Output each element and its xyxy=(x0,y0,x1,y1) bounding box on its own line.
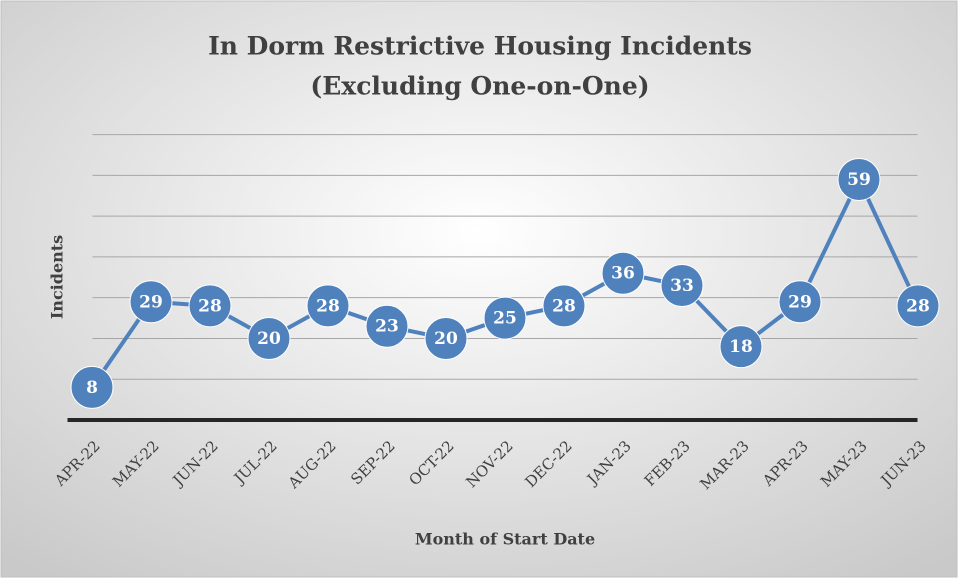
data-point xyxy=(306,284,350,328)
data-label: 29 xyxy=(788,292,812,312)
data-point xyxy=(778,280,822,324)
x-axis-title: Month of Start Date xyxy=(415,530,595,549)
y-axis-title: Incidents xyxy=(48,235,67,319)
data-label: 18 xyxy=(729,337,753,357)
data-label: 36 xyxy=(611,264,635,284)
data-point xyxy=(837,157,881,201)
data-label: 59 xyxy=(847,170,871,190)
data-point xyxy=(188,284,232,328)
data-label: 33 xyxy=(670,276,694,296)
data-label: 8 xyxy=(86,378,98,398)
data-point xyxy=(719,325,763,369)
data-point xyxy=(601,251,645,295)
data-point xyxy=(247,316,291,360)
data-label: 29 xyxy=(139,292,163,312)
data-label: 23 xyxy=(375,317,399,337)
data-label: 28 xyxy=(198,296,222,316)
data-point xyxy=(660,263,704,307)
data-label: 28 xyxy=(552,296,576,316)
data-point xyxy=(483,296,527,340)
data-point xyxy=(365,304,409,348)
chart-subtitle: (Excluding One-on-One) xyxy=(310,72,649,101)
data-point xyxy=(70,365,114,409)
data-label: 20 xyxy=(434,329,458,349)
data-label: 25 xyxy=(493,309,517,329)
data-label: 28 xyxy=(316,296,340,316)
data-label: 28 xyxy=(906,296,930,316)
data-point xyxy=(542,284,586,328)
data-label: 20 xyxy=(257,329,281,349)
chart-title: In Dorm Restrictive Housing Incidents xyxy=(208,32,752,61)
data-point xyxy=(424,316,468,360)
data-point xyxy=(896,284,940,328)
data-point xyxy=(129,280,173,324)
